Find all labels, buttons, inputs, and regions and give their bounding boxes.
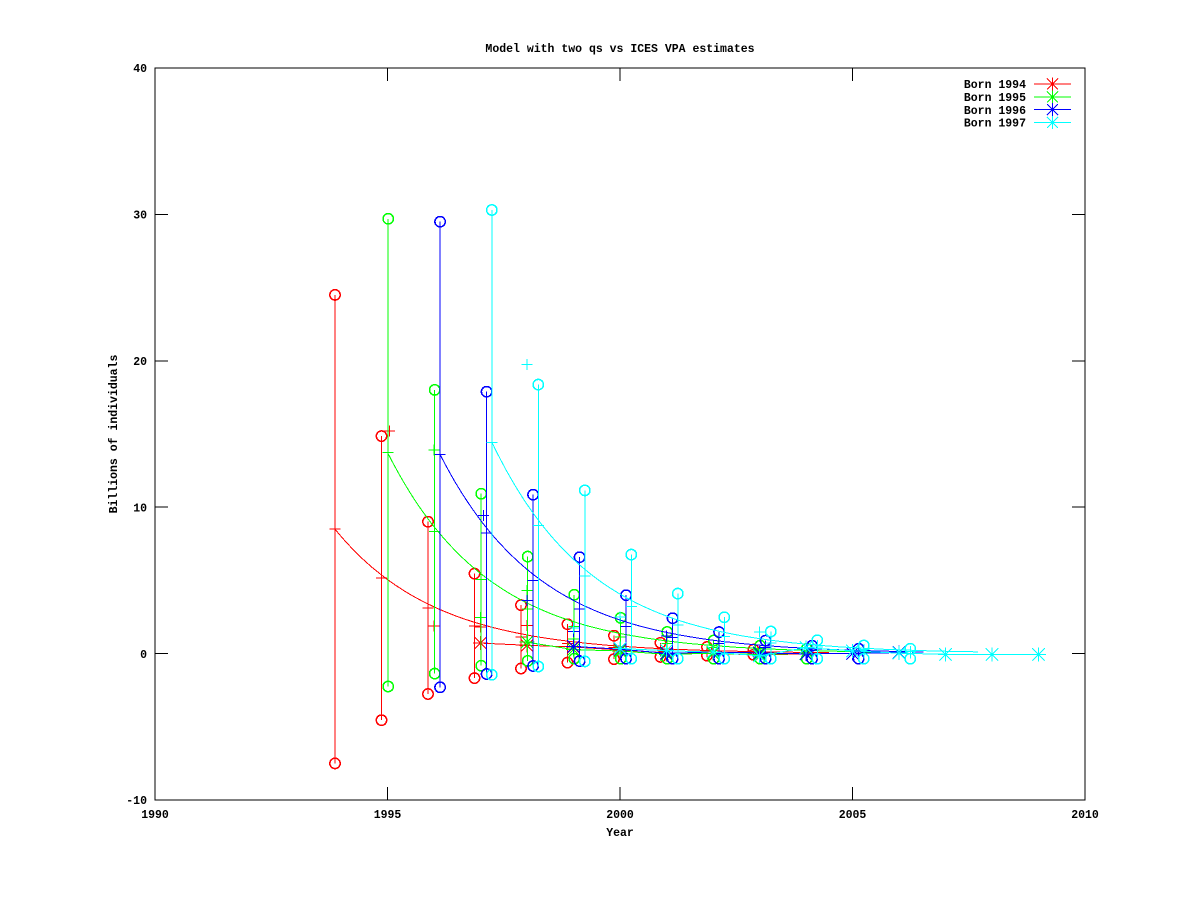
svg-text:Model with two qs vs ICES VPA: Model with two qs vs ICES VPA estimates [485, 43, 754, 56]
svg-text:-10: -10 [126, 795, 147, 808]
svg-text:10: 10 [133, 502, 147, 515]
svg-text:30: 30 [133, 210, 147, 223]
svg-text:Born 1997: Born 1997 [964, 118, 1026, 131]
svg-text:20: 20 [133, 356, 147, 369]
svg-text:40: 40 [133, 63, 147, 76]
svg-text:Year: Year [606, 827, 634, 840]
svg-text:2005: 2005 [839, 809, 867, 822]
svg-text:2000: 2000 [606, 809, 634, 822]
svg-text:2010: 2010 [1071, 809, 1099, 822]
svg-text:1990: 1990 [141, 809, 169, 822]
svg-text:0: 0 [140, 649, 147, 662]
svg-text:Born 1996: Born 1996 [964, 105, 1026, 118]
svg-text:Born 1994: Born 1994 [964, 79, 1026, 92]
svg-text:Born 1995: Born 1995 [964, 92, 1026, 105]
svg-text:Billions of individuals: Billions of individuals [108, 355, 121, 514]
svg-text:1995: 1995 [374, 809, 402, 822]
